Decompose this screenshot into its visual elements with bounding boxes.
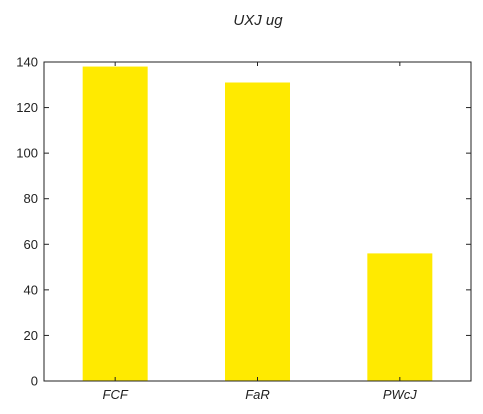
y-tick-label: 0 (31, 374, 38, 389)
y-tick-label: 120 (16, 100, 38, 115)
y-tick-label: 60 (24, 237, 38, 252)
bar-pwcj (367, 253, 433, 381)
bar-fcf (82, 66, 148, 382)
y-tick-label: 40 (24, 282, 38, 297)
plot-area: FCF FaR PWcJ 0 20 40 60 80 100 120 140 (16, 55, 472, 402)
x-tick-label: FaR (245, 387, 270, 402)
chart-title: UXJ ug (233, 12, 283, 29)
axes-frame (43, 61, 472, 382)
y-tick-label: 140 (16, 55, 38, 70)
bar-far (225, 82, 290, 381)
y-tick-label: 80 (24, 191, 38, 206)
y-tick-label: 20 (24, 328, 38, 343)
y-tick-label: 100 (16, 146, 38, 161)
x-tick-label: FCF (103, 387, 129, 402)
x-tick-label: PWcJ (383, 387, 417, 402)
